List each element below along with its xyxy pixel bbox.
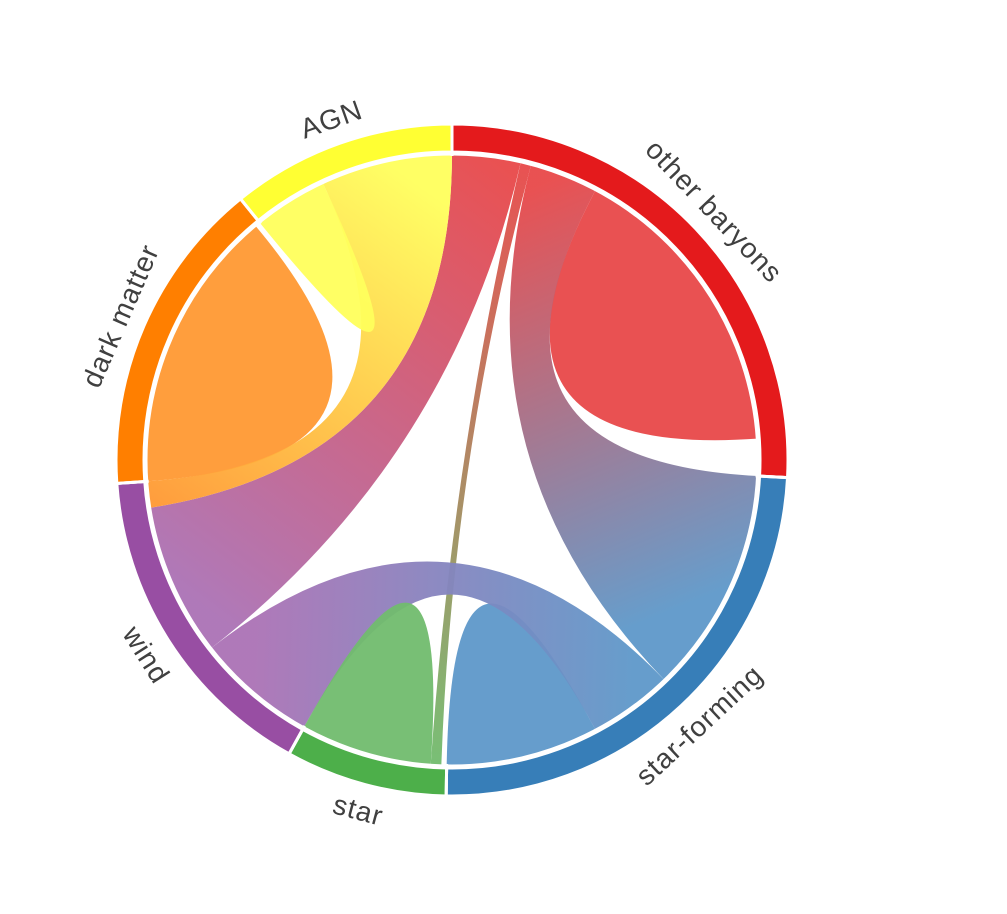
ribbon-star-to-star [303,602,434,766]
group-divider [114,479,149,486]
ribbon-other-baryons-to-star [430,161,532,766]
ribbon-star-forming-to-wind [210,561,665,731]
group-divider [238,196,262,225]
group-divider [755,474,790,480]
ribbon-AGN-to-dark-matter [146,154,452,508]
group-arcs-layer [114,122,790,798]
group-divider [444,763,449,798]
ribbon-AGN-to-AGN [259,182,375,332]
ribbon-dark-matter-to-dark-matter [146,225,333,482]
group-label-star: star [330,789,387,832]
ribbon-other-baryons-to-other-baryons [549,189,758,441]
group-divider [286,725,306,757]
ribbons-layer [144,152,760,768]
ribbon-other-baryons-to-wind [149,154,521,649]
ribbon-other-baryons-to-star-forming [509,164,758,681]
ribbon-star-forming-to-star-forming [446,603,596,766]
